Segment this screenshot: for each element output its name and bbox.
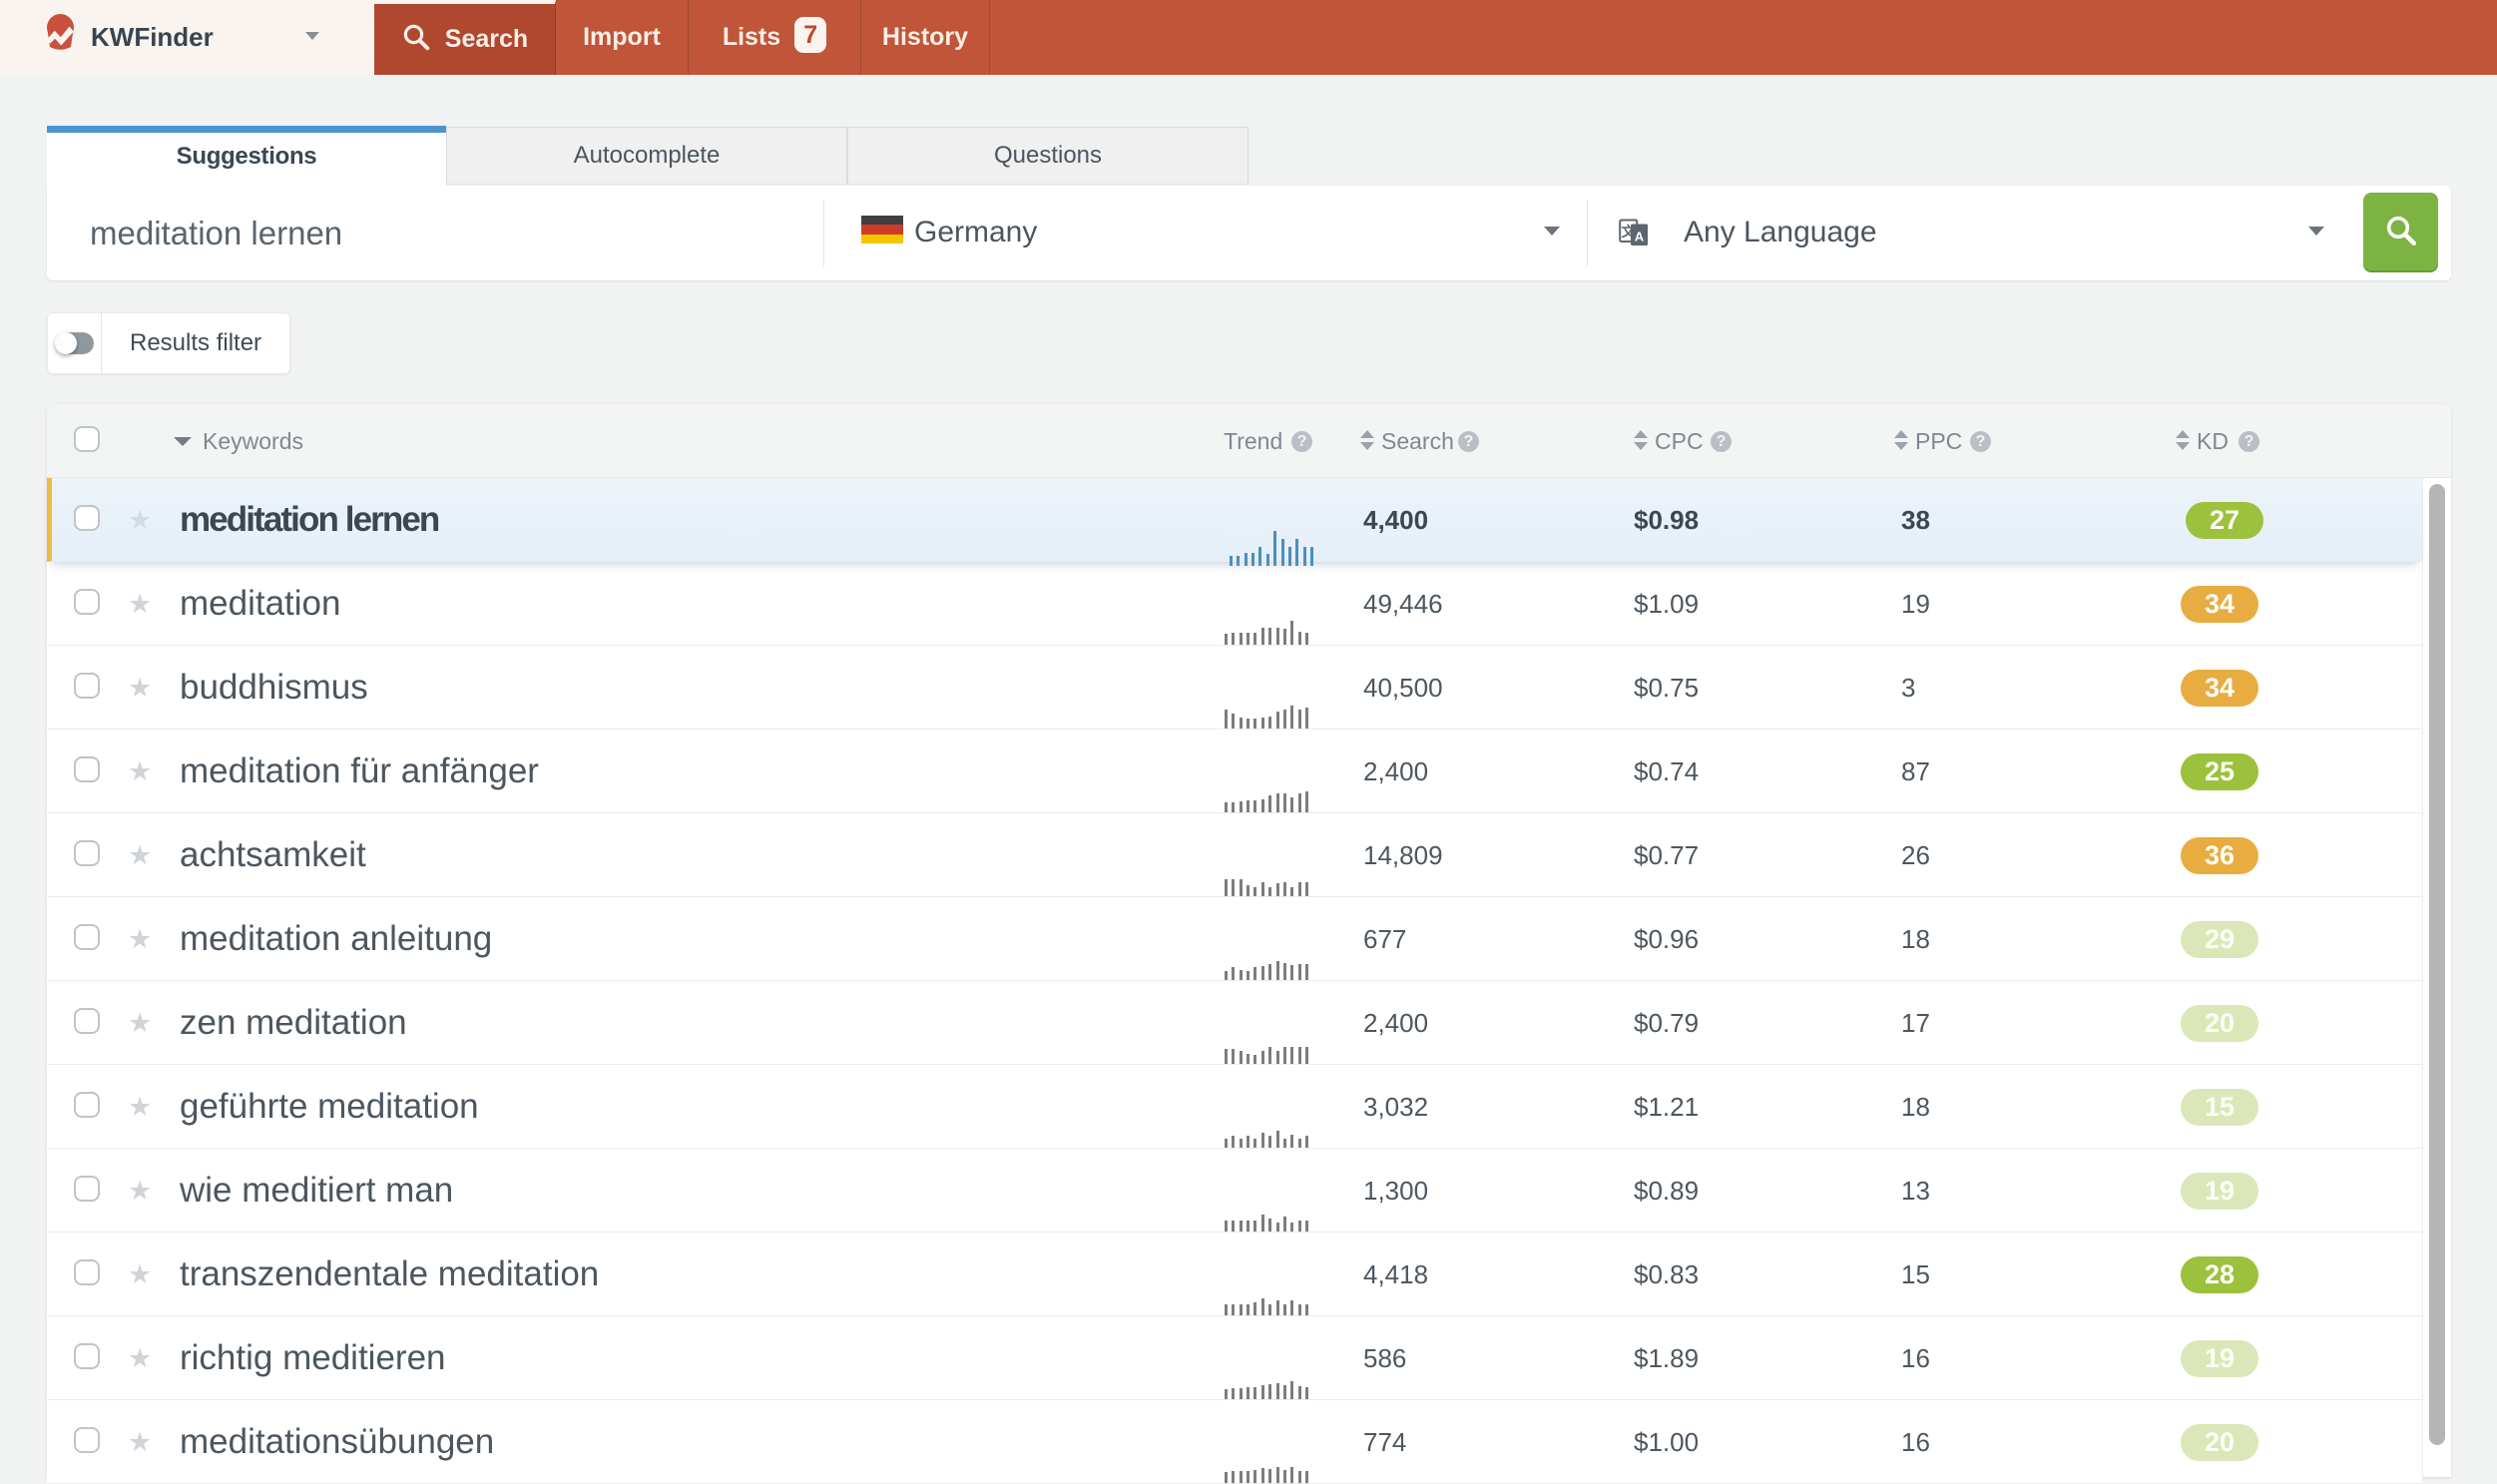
svg-text:A: A bbox=[1635, 230, 1645, 245]
